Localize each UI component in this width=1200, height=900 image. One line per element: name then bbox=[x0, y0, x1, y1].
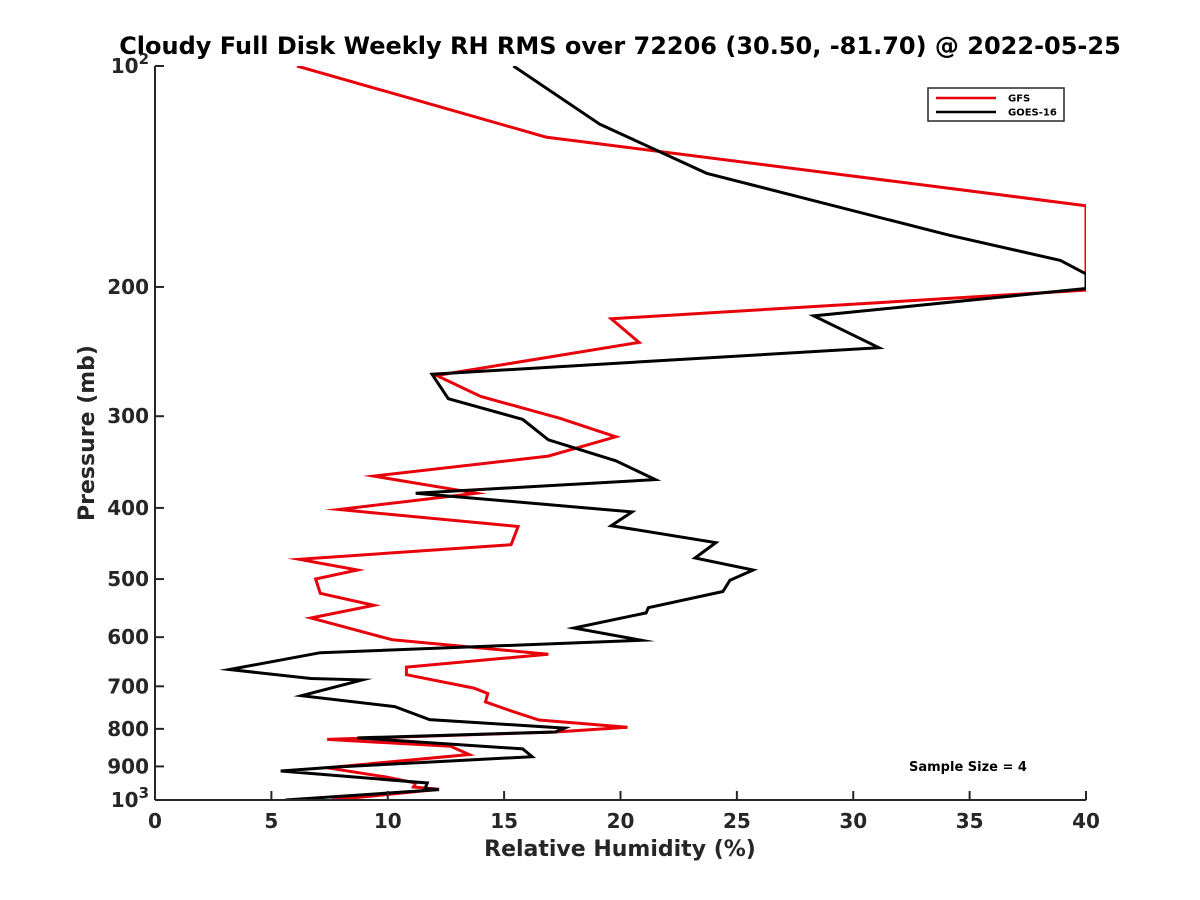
y-tick-label: 300 bbox=[107, 404, 149, 428]
y-tick-label: 800 bbox=[107, 717, 149, 741]
series-line-gfs bbox=[287, 66, 1086, 800]
y-tick-label: 103 bbox=[111, 784, 149, 812]
axes-layer: 0 5 10 15 20 25 30 35 40 102 200 300 400 500 600 700 800… bbox=[107, 50, 1100, 833]
x-tick-label: 0 bbox=[148, 809, 162, 833]
chart-title: Cloudy Full Disk Weekly RH RMS over 7220… bbox=[119, 32, 1121, 60]
x-tick-label: 30 bbox=[839, 809, 867, 833]
sample-size-annotation: Sample Size = 4 bbox=[909, 760, 1027, 775]
x-tick-label: 15 bbox=[490, 809, 518, 833]
x-tick-label: 25 bbox=[723, 809, 751, 833]
x-tick-label: 35 bbox=[956, 809, 984, 833]
y-tick-label: 700 bbox=[107, 674, 149, 698]
legend: GFS GOES-16 bbox=[927, 87, 1065, 122]
y-tick-label: 400 bbox=[107, 496, 149, 520]
y-tick-label: 600 bbox=[107, 625, 149, 649]
y-tick-label: 500 bbox=[107, 567, 149, 591]
x-tick-label: 5 bbox=[264, 809, 278, 833]
y-tick-label: 200 bbox=[107, 275, 149, 299]
series-line-goes-16 bbox=[219, 66, 1086, 800]
legend-label: GFS bbox=[1008, 94, 1030, 105]
y-tick-label: 900 bbox=[107, 754, 149, 778]
x-tick-label: 10 bbox=[374, 809, 402, 833]
x-tick-label: 40 bbox=[1072, 809, 1100, 833]
legend-label: GOES-16 bbox=[1008, 108, 1057, 119]
y-axis-label: Pressure (mb) bbox=[75, 345, 100, 521]
y-tick-label: 102 bbox=[111, 50, 149, 78]
legend-box bbox=[927, 87, 1065, 122]
x-axis-label: Relative Humidity (%) bbox=[484, 837, 756, 862]
series-layer bbox=[219, 66, 1086, 800]
x-tick-label: 20 bbox=[607, 809, 635, 833]
